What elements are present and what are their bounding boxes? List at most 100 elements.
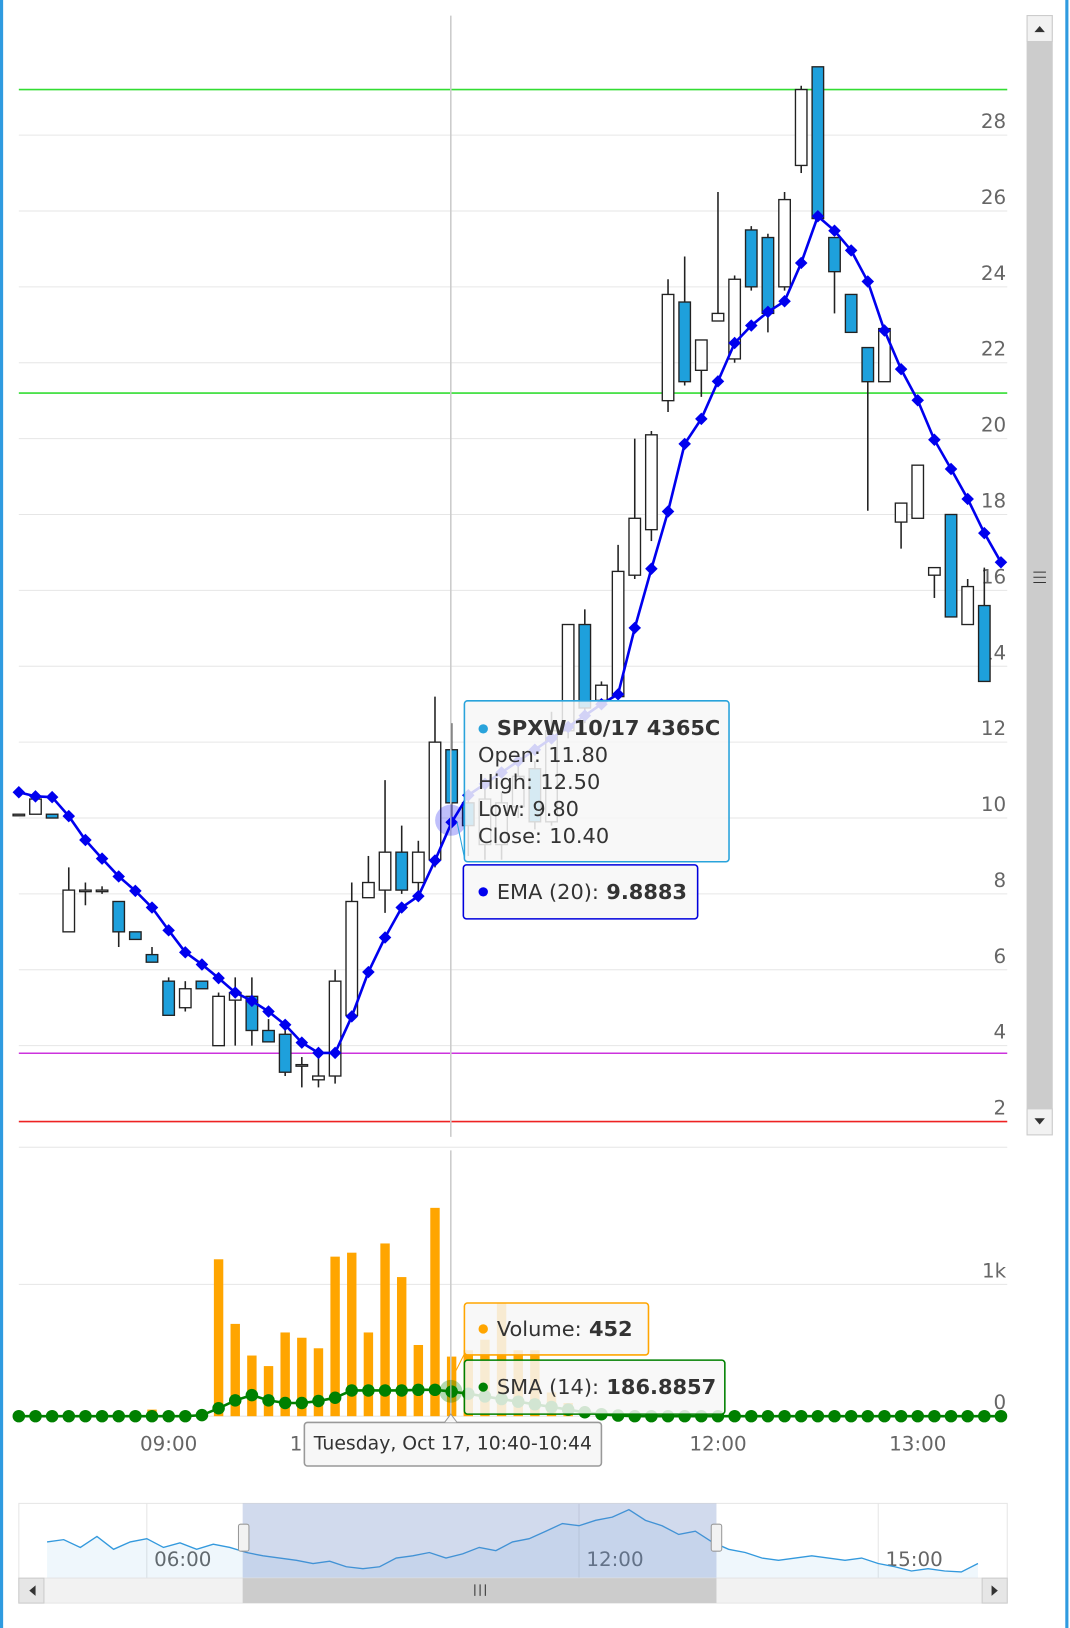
y-tick-label: 20 — [981, 414, 1006, 437]
y-tick-label: 28 — [981, 110, 1006, 133]
y-tick-label: 4 — [994, 1021, 1007, 1044]
line-marker — [728, 1409, 741, 1423]
line-marker — [228, 986, 242, 999]
line-marker — [245, 994, 259, 1008]
navigator-line — [46, 1508, 979, 1573]
line-marker — [345, 1384, 359, 1397]
candle-body — [145, 953, 159, 963]
line-marker — [312, 1394, 325, 1408]
line-marker — [944, 462, 958, 476]
line-marker — [145, 901, 159, 914]
volume-bar — [413, 1344, 424, 1417]
line-marker — [312, 1046, 325, 1060]
tooltip-row: Volume: 452 — [497, 1317, 633, 1341]
tooltip-box — [462, 864, 699, 920]
line-marker — [95, 852, 109, 865]
tooltip-pointer — [444, 1413, 458, 1423]
candle-body — [728, 278, 742, 360]
candle-body — [678, 301, 692, 383]
line-marker — [944, 1409, 958, 1423]
volume-bar — [263, 1366, 274, 1417]
candle-body — [195, 980, 209, 990]
line-marker — [711, 375, 725, 388]
candle-body — [295, 1063, 309, 1067]
line-marker — [744, 1409, 758, 1423]
volume-bar — [247, 1355, 257, 1417]
candle-body — [78, 889, 92, 893]
line-marker — [378, 931, 392, 944]
candle-body — [378, 851, 392, 891]
line-marker — [95, 1409, 109, 1423]
line-marker — [228, 1394, 242, 1407]
volume-bar — [230, 1323, 240, 1417]
tooltip-row: Low: 9.80 — [478, 797, 579, 821]
candle-body — [644, 434, 658, 531]
line-marker — [395, 1384, 408, 1397]
volume-bar — [347, 1252, 357, 1417]
volume-bar — [297, 1337, 307, 1417]
line-marker — [994, 1409, 1008, 1423]
navigator-selection[interactable] — [242, 1503, 717, 1579]
candle-body — [927, 566, 941, 576]
tooltip-bullet — [478, 1324, 488, 1334]
candle-body — [778, 198, 791, 288]
tooltip-label: EMA (20): — [497, 880, 599, 904]
line-marker — [12, 1409, 26, 1423]
line-marker — [62, 809, 76, 823]
scroll-right-button[interactable] — [981, 1577, 1008, 1604]
tooltip-connector — [456, 822, 465, 858]
candle-body — [445, 749, 459, 804]
line-marker — [695, 412, 708, 426]
tooltip-row: SMA (14): 186.8857 — [497, 1375, 716, 1399]
volume-tooltip: Volume: 452 — [455, 1302, 650, 1371]
hover-halo — [435, 804, 467, 836]
line-marker — [428, 1383, 442, 1397]
arrow-icon — [1034, 1118, 1045, 1125]
line-marker — [12, 785, 26, 799]
tooltip-label: Close: — [478, 824, 542, 848]
line-marker — [811, 1409, 825, 1423]
line-marker — [412, 889, 425, 903]
line-marker — [112, 1409, 125, 1423]
line-marker — [345, 1010, 359, 1023]
line-marker — [245, 1388, 259, 1402]
line-marker — [978, 526, 991, 540]
tooltip-box — [463, 700, 730, 863]
volume-bar — [313, 1348, 324, 1417]
line-marker — [961, 1409, 974, 1423]
candle-body — [944, 513, 958, 618]
volume-bar — [330, 1256, 340, 1417]
tooltip-label: SMA (14): — [497, 1375, 599, 1399]
line-marker — [195, 958, 209, 971]
tooltip-value: 12.50 — [540, 770, 600, 794]
candle-body — [894, 502, 908, 523]
line-marker — [262, 1394, 275, 1407]
candle-body — [328, 980, 342, 1077]
line-marker — [778, 1409, 791, 1423]
ema-tooltip: EMA (20): 9.8883 — [462, 864, 699, 920]
volume-bar — [363, 1332, 374, 1417]
tooltip-value: 9.8883 — [606, 880, 687, 904]
line-marker — [212, 1402, 225, 1415]
candle-body — [12, 813, 26, 817]
tooltip-bullet — [478, 1382, 488, 1392]
x-tick-label: 12:00 — [689, 1433, 746, 1456]
candle-body — [977, 604, 991, 683]
candle-body — [178, 988, 192, 1009]
line-marker — [761, 1409, 775, 1423]
volume-bar — [380, 1243, 390, 1417]
y-scrollbar-thumb[interactable] — [1026, 15, 1053, 1136]
sma-tooltip: SMA (14): 186.8857 — [463, 1359, 726, 1415]
line-marker — [179, 1409, 192, 1423]
navigator-handle[interactable] — [237, 1523, 250, 1552]
line-marker — [894, 362, 908, 376]
tooltip-bullet — [478, 887, 488, 897]
line-marker — [162, 924, 175, 937]
navigator-handle[interactable] — [710, 1523, 723, 1552]
tooltip-value: 11.80 — [548, 743, 608, 767]
line-marker — [295, 1036, 309, 1049]
line-marker — [179, 946, 192, 959]
line-marker — [278, 1396, 292, 1410]
